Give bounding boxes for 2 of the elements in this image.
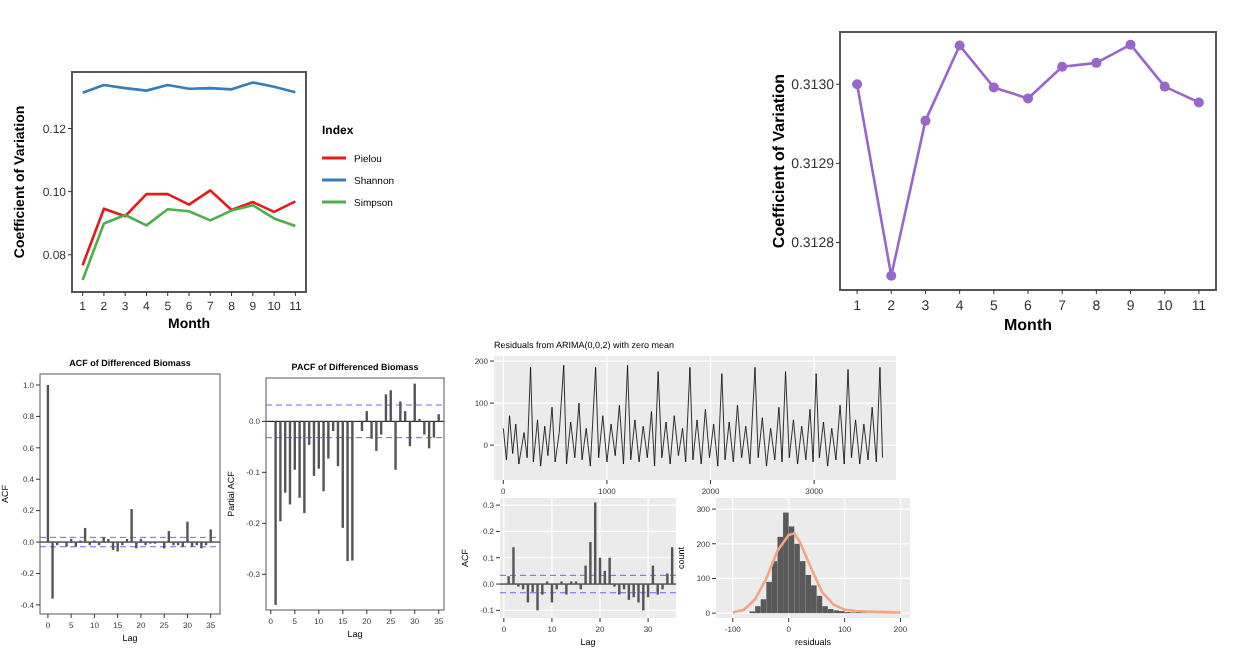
y-axis-title: Coefficient of Variation — [770, 73, 788, 249]
x-axis-title: Month — [1004, 316, 1053, 334]
